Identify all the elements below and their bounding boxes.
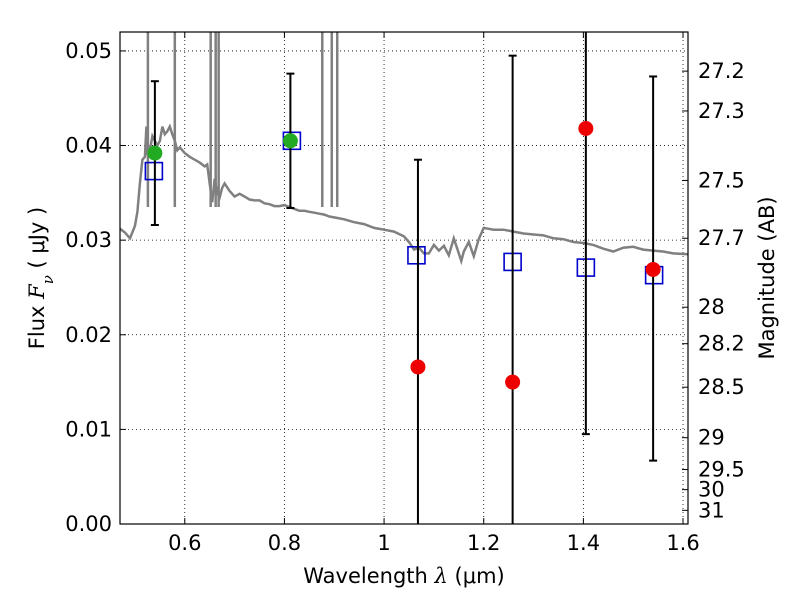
y-ticks: 0.00 0.01 0.02 0.03 0.04 0.05	[65, 39, 126, 536]
observed-flux-marker	[282, 133, 298, 149]
mag-tick-label: 28	[698, 295, 725, 319]
x-tick-label: 0.8	[268, 531, 301, 555]
observed-flux-marker	[505, 374, 521, 390]
x-tick-label: 1.6	[666, 531, 699, 555]
x-tick-label: 1.4	[567, 531, 600, 555]
y-tick-label: 0.01	[65, 417, 112, 441]
x-axis-label: Wavelength λ (μm)	[303, 564, 504, 588]
observed-flux-marker	[645, 261, 661, 277]
mag-tick-label: 29.5	[698, 458, 745, 482]
emission-lines	[146, 32, 339, 208]
mag-tick-label: 31	[698, 498, 725, 522]
model-square-marker	[407, 245, 426, 265]
mag-tick-label: 27.3	[698, 99, 745, 123]
observed-flux-marker	[147, 145, 163, 161]
observed-flux-points	[147, 121, 661, 390]
right-axis-label: Magnitude (AB)	[755, 196, 779, 359]
y-tick-label: 0.02	[65, 323, 112, 347]
mag-tick-label: 28.2	[698, 332, 745, 356]
y-tick-label: 0.04	[65, 134, 112, 158]
mag-tick-label: 29	[698, 426, 725, 450]
y-tick-label: 0.05	[65, 39, 112, 63]
y-tick-label: 0.03	[65, 228, 112, 252]
plot-frame	[119, 31, 689, 525]
observed-flux-marker	[410, 359, 426, 375]
mag-tick-label: 27.2	[698, 59, 745, 83]
x-tick-label: 1.2	[467, 531, 500, 555]
model-spectrum-line	[120, 123, 688, 266]
error-bars	[150, 32, 658, 524]
x-tick-label: 0.6	[168, 531, 201, 555]
x-tick-label: 1	[377, 531, 390, 555]
grid	[120, 32, 688, 524]
mag-tick-label: 28.5	[698, 375, 745, 399]
mag-tick-label: 30	[698, 478, 725, 502]
mag-tick-label: 27.7	[698, 226, 745, 250]
y-tick-label: 0.00	[65, 512, 112, 536]
x-ticks: 0.6 0.8 1 1.2 1.4 1.6	[168, 32, 700, 555]
observed-flux-marker	[578, 121, 594, 137]
mag-tick-label: 27.5	[698, 168, 745, 192]
y-axis-label: Flux Fν ( μJy )	[25, 207, 57, 349]
